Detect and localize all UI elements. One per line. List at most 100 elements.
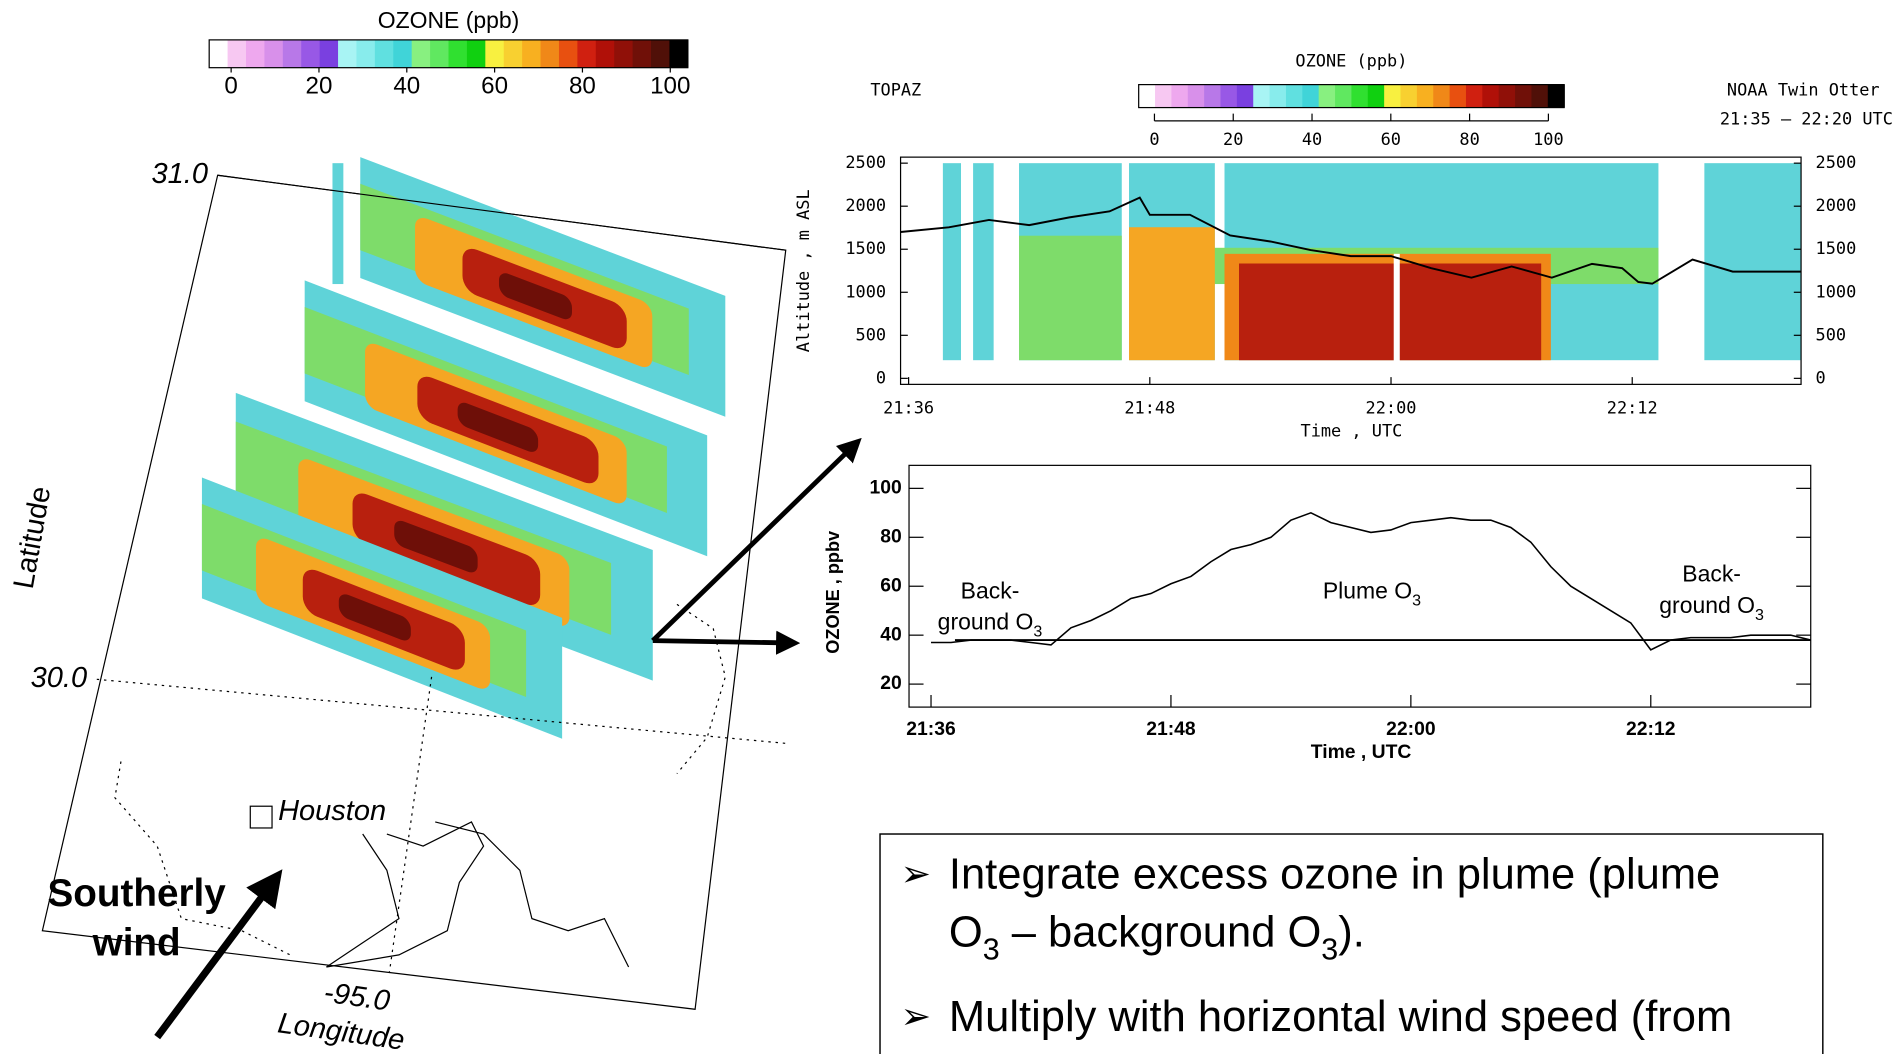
colorbar-swatch <box>669 39 689 68</box>
annotation: ground O3 <box>1659 592 1764 624</box>
coastline <box>326 821 485 968</box>
y-tick-label: 60 <box>880 575 902 596</box>
colorbar-tick-label: 80 <box>569 72 596 99</box>
x-tick-label: 22:12 <box>1626 719 1675 740</box>
colorbar-swatch <box>1285 84 1303 108</box>
lidar-column <box>973 163 994 361</box>
map-curtain <box>304 280 708 557</box>
bullet-text: Integrate excess ozone in plume (plume <box>949 850 1720 898</box>
colorbar-swatch <box>448 39 468 68</box>
y-axis-label: OZONE , ppbv <box>823 531 843 654</box>
y2-tick-label: 500 <box>1816 324 1847 344</box>
colorbar-swatch <box>651 39 671 68</box>
colorbar-swatch <box>503 39 523 68</box>
text-run: Integrate excess ozone in plume (plume <box>949 850 1720 898</box>
colorbar-swatch <box>1449 84 1467 108</box>
colorbar-tick-label: 40 <box>1302 129 1322 149</box>
y-tick-label: 80 <box>880 526 902 547</box>
colorbar-swatch <box>558 39 578 68</box>
bullets: ➢ Integrate excess ozone in plume (plume O… <box>901 850 1733 1041</box>
y2-tick-label: 2500 <box>1816 152 1857 172</box>
state-border <box>114 761 291 956</box>
state-border <box>676 603 726 774</box>
map-curtain <box>201 477 563 739</box>
colorbar-swatch <box>1204 84 1222 108</box>
colorbar-swatch <box>1236 84 1254 108</box>
map-curtain <box>332 163 344 285</box>
y-axis-label: Latitude <box>8 484 57 591</box>
colorbar-swatch <box>522 39 542 68</box>
subscript: 3 <box>1321 932 1338 966</box>
bullet-marker: ➢ <box>901 853 931 894</box>
colorbar-swatch <box>1515 84 1533 108</box>
text-run: Back- <box>1682 560 1741 586</box>
colorbar-swatch <box>1171 84 1189 108</box>
y-tick-label: 20 <box>880 673 902 694</box>
colorbar-swatch <box>1433 84 1451 108</box>
colorbar-frame <box>208 39 689 69</box>
wind-arrow <box>154 869 283 1040</box>
text-run: ground O <box>1659 592 1755 618</box>
y2-tick-label: 1000 <box>1816 281 1857 301</box>
colorbar-swatch <box>614 39 634 68</box>
y-tick-label: 40 <box>880 624 902 645</box>
colorbar-swatch <box>540 39 560 68</box>
x-tick-label: 21:36 <box>883 398 934 418</box>
curtain-red-dark <box>498 273 572 320</box>
y-tick-label: 1500 <box>845 238 886 258</box>
wind-label: Southerly <box>48 872 227 915</box>
map-curtain <box>235 392 653 681</box>
text-box <box>879 833 1824 1054</box>
site-label: TOPAZ <box>870 80 921 100</box>
colorbar-swatch <box>1531 84 1549 108</box>
colorbar-swatch <box>1318 84 1336 108</box>
colorbar-title: OZONE (ppb) <box>1295 51 1407 71</box>
text-run: – background O <box>1000 908 1322 956</box>
text-run: ). <box>1338 908 1365 956</box>
y-axis-label: Altitude , m ASL <box>793 189 813 352</box>
colorbar-swatch <box>1367 84 1385 108</box>
colorbar-swatch <box>209 39 229 68</box>
subscript: 3 <box>1412 592 1421 610</box>
colorbar-tick-label: 100 <box>650 72 690 99</box>
ozone-time-series: 20 40 60 80 100 21:36 21:48 22:00 22:12 Time , UT… <box>823 464 1812 763</box>
lidar-curtain: OZONE (ppb) TOPAZ NOAA Twin Otter 21:35 – 2… <box>793 51 1893 441</box>
city-label: Houston <box>278 795 386 827</box>
colorbar-swatch <box>393 39 413 68</box>
colorbar-swatch <box>430 39 450 68</box>
y2-tick-label: 2000 <box>1816 195 1857 215</box>
x-tick-label: 21:48 <box>1146 719 1196 740</box>
time-range: 21:35 – 22:20 UTC <box>1720 109 1893 129</box>
lon-tick-label: -95.0 <box>322 977 392 1018</box>
colorbar-swatch <box>577 39 597 68</box>
colorbar-tick-label: 100 <box>1533 129 1564 149</box>
annotation: Back- <box>961 577 1020 603</box>
colorbar-frame <box>1138 84 1565 109</box>
colorbar-swatch <box>301 39 321 68</box>
text-run: Plume O <box>1323 577 1412 603</box>
subscript: 3 <box>1033 623 1042 641</box>
altitude-line <box>900 196 1802 285</box>
y-tick-label: 100 <box>870 477 902 498</box>
pointer-arrow <box>652 630 801 655</box>
y-tick-label: 1000 <box>845 281 886 301</box>
text-run: Back- <box>961 577 1020 603</box>
map-curtain <box>360 157 726 417</box>
colorbar-swatch <box>227 39 247 68</box>
wind-label: wind <box>92 921 181 964</box>
colorbar-swatch <box>1351 84 1369 108</box>
annotation: ground O3 <box>938 609 1043 641</box>
curtain-red-dark <box>394 520 478 573</box>
colorbar-swatch <box>1335 84 1353 108</box>
curtain-red-dark <box>457 402 539 452</box>
colorbar-swatch <box>632 39 652 68</box>
colorbar-tick-label: 60 <box>481 72 508 99</box>
x-tick-label: 22:00 <box>1386 719 1435 740</box>
x-tick-label: 21:36 <box>906 719 956 740</box>
x-tick-label: 21:48 <box>1124 398 1175 418</box>
colorbar-swatch <box>338 39 358 68</box>
colorbar-swatch <box>1547 84 1565 108</box>
colorbar-swatch <box>1187 84 1205 108</box>
